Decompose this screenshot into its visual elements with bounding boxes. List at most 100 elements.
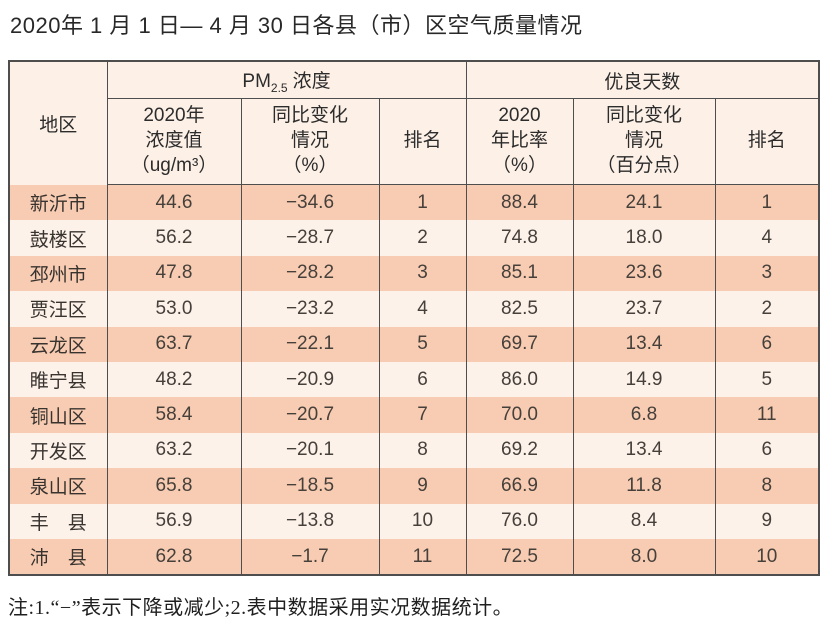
region-cell: 泉山区 <box>8 468 108 504</box>
sub-header-row: 2020年 浓度值 （ug/m³） 同比变化 情况 （%） 排名 2020 年比… <box>9 98 820 185</box>
good-change-cell: 14.9 <box>572 361 716 398</box>
table-row: 云龙区 63.7 −22.1 5 69.7 13.4 6 <box>8 326 820 362</box>
pm-value-cell: 63.7 <box>106 326 242 362</box>
pm-rank-cell: 4 <box>378 291 467 327</box>
good-change-cell: 8.4 <box>572 503 716 539</box>
region-cell: 铜山区 <box>8 397 108 433</box>
table-header: 地区 PM2.5 浓度 优良天数 2020年 浓度值 （ug/m³） 同比变化 情… <box>8 61 820 185</box>
region-cell: 开发区 <box>8 432 108 469</box>
region-cell: 新沂市 <box>8 184 108 221</box>
pm-value-cell: 56.2 <box>106 220 242 256</box>
good-rank-cell: 1 <box>714 184 820 221</box>
table-row: 泉山区 65.8 −18.5 9 66.9 11.8 8 <box>8 468 820 504</box>
pm25-label-suffix: 浓度 <box>292 70 331 92</box>
pm-rank-cell: 2 <box>378 220 467 256</box>
table-row: 铜山区 58.4 −20.7 7 70.0 6.8 11 <box>8 397 820 433</box>
pm-change-cell: −28.7 <box>240 220 380 256</box>
pm-change-cell: −20.9 <box>240 361 380 398</box>
air-quality-table: 地区 PM2.5 浓度 优良天数 2020年 浓度值 （ug/m³） 同比变化 情… <box>8 60 821 577</box>
pm-rank-cell: 10 <box>378 503 467 539</box>
good-rate-cell: 88.4 <box>465 184 574 221</box>
good-rank-cell: 8 <box>714 468 820 504</box>
pm-rank-cell: 9 <box>378 468 467 504</box>
pm-value-column-header: 2020年 浓度值 （ug/m³） <box>106 98 242 185</box>
table-row: 贾汪区 53.0 −23.2 4 82.5 23.7 2 <box>8 291 820 327</box>
region-column-header: 地区 <box>8 61 108 185</box>
good-rate-cell: 76.0 <box>465 503 574 539</box>
good-rate-cell: 85.1 <box>465 255 574 292</box>
region-cell: 邳州市 <box>8 255 108 292</box>
group-header-row: 地区 PM2.5 浓度 优良天数 <box>8 61 820 185</box>
good-rate-cell: 70.0 <box>465 397 574 433</box>
good-rank-cell: 5 <box>714 361 820 398</box>
pm-rank-cell: 11 <box>378 538 467 576</box>
good-rank-cell: 6 <box>714 326 820 362</box>
good-change-cell: 23.6 <box>572 255 716 292</box>
region-cell: 贾汪区 <box>8 291 108 327</box>
pm-rank-column-header: 排名 <box>378 98 467 185</box>
pm-rank-cell: 5 <box>378 326 467 362</box>
good-rate-cell: 66.9 <box>465 468 574 504</box>
pm-change-cell: −20.1 <box>240 432 380 469</box>
pm-rank-cell: 8 <box>378 432 467 469</box>
good-rank-cell: 6 <box>714 432 820 469</box>
pm-change-cell: −20.7 <box>240 397 380 433</box>
pm-change-cell: −34.6 <box>240 184 380 221</box>
pm-change-cell: −28.2 <box>240 255 380 292</box>
region-cell: 云龙区 <box>8 326 108 362</box>
footnote: 注:1.“−”表示下降或减少;2.表中数据采用实况数据统计。 <box>8 597 514 620</box>
pm-value-cell: 63.2 <box>106 432 242 469</box>
pm-value-cell: 56.9 <box>106 503 242 539</box>
good-rank-column-header: 排名 <box>714 98 820 185</box>
pm25-group-header: PM2.5 浓度 <box>106 61 467 99</box>
good-rate-cell: 69.2 <box>465 432 574 469</box>
pm-value-cell: 48.2 <box>106 361 242 398</box>
table-row: 开发区 63.2 −20.1 8 69.2 13.4 6 <box>8 432 820 469</box>
good-change-cell: 8.0 <box>572 538 716 576</box>
good-change-cell: 23.7 <box>572 291 716 327</box>
table-row: 新沂市 44.6 −34.6 1 88.4 24.1 1 <box>8 184 820 221</box>
table-row: 丰 县 56.9 −13.8 10 76.0 8.4 9 <box>8 503 820 539</box>
good-rank-cell: 11 <box>714 397 820 433</box>
good-rate-column-header: 2020 年比率 （%） <box>465 98 574 185</box>
pm-value-cell: 62.8 <box>106 538 242 576</box>
table-row: 睢宁县 48.2 −20.9 6 86.0 14.9 5 <box>8 361 820 398</box>
page-title: 2020年 1 月 1 日— 4 月 30 日各县（市）区空气质量情况 <box>10 13 583 38</box>
pm-change-column-header: 同比变化 情况 （%） <box>240 98 380 185</box>
pm25-label-subscript: 2.5 <box>270 80 288 95</box>
good-change-column-header: 同比变化 情况 （百分点） <box>572 98 716 185</box>
good-rank-cell: 3 <box>714 255 820 292</box>
good-change-cell: 6.8 <box>572 397 716 433</box>
pm-value-cell: 53.0 <box>106 291 242 327</box>
region-cell: 丰 县 <box>8 503 108 539</box>
good-change-cell: 24.1 <box>572 184 716 221</box>
pm-change-cell: −22.1 <box>240 326 380 362</box>
good-days-group-header: 优良天数 <box>465 61 820 99</box>
good-rate-cell: 74.8 <box>465 220 574 256</box>
good-change-cell: 18.0 <box>572 220 716 256</box>
region-cell: 鼓楼区 <box>8 220 108 256</box>
region-cell: 沛 县 <box>8 538 108 576</box>
table-row: 鼓楼区 56.2 −28.7 2 74.8 18.0 4 <box>8 220 820 256</box>
pm-change-cell: −18.5 <box>240 468 380 504</box>
good-change-cell: 11.8 <box>572 468 716 504</box>
table-body: 新沂市 44.6 −34.6 1 88.4 24.1 1 鼓楼区 56.2 −2… <box>8 184 820 576</box>
table-row: 邳州市 47.8 −28.2 3 85.1 23.6 3 <box>8 255 820 292</box>
pm-change-cell: −23.2 <box>240 291 380 327</box>
good-change-cell: 13.4 <box>572 432 716 469</box>
pm-value-cell: 44.6 <box>106 184 242 221</box>
region-cell: 睢宁县 <box>8 361 108 398</box>
pm-rank-cell: 7 <box>378 397 467 433</box>
good-rank-cell: 10 <box>714 538 820 576</box>
pm-rank-cell: 3 <box>378 255 467 292</box>
pm-value-cell: 58.4 <box>106 397 242 433</box>
good-change-cell: 13.4 <box>572 326 716 362</box>
pm-value-cell: 47.8 <box>106 255 242 292</box>
pm-change-cell: −13.8 <box>240 503 380 539</box>
good-rate-cell: 69.7 <box>465 326 574 362</box>
table-row: 沛 县 62.8 −1.7 11 72.5 8.0 10 <box>8 538 820 576</box>
good-rank-cell: 9 <box>714 503 820 539</box>
good-rank-cell: 2 <box>714 291 820 327</box>
pm-change-cell: −1.7 <box>240 538 380 576</box>
